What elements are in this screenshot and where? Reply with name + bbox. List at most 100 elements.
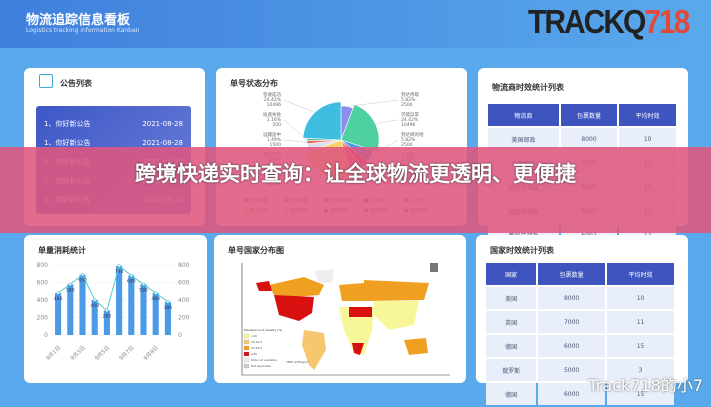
y-tick-label: 400 <box>37 297 49 304</box>
dashboard-subtitle: Logistics tracking information Kanban <box>26 27 140 34</box>
table-cell: 德国 <box>486 383 537 405</box>
column-header: 物流商 <box>488 104 559 126</box>
map-canada <box>269 277 324 297</box>
table-row: 德国 6000 15 <box>486 335 674 357</box>
card-title: 单号国家分布图 <box>228 246 284 255</box>
pie-leader-line <box>283 119 308 140</box>
bar-value-label: 680 <box>127 279 136 285</box>
pie-slice[interactable] <box>302 101 342 141</box>
bar-card: 单量消耗统计 0 0 200 200 400 400 600 600 800 800 480 580 6… <box>24 235 207 383</box>
map-south-america <box>302 330 326 370</box>
x-tick-label: 9月7日 <box>118 344 136 362</box>
table-cell: 俄罗斯 <box>486 359 537 381</box>
x-tick-label: 9月1日 <box>45 344 63 362</box>
line-point <box>105 308 109 313</box>
map-legend-swatch <box>243 363 250 369</box>
pie-label: 运输途中 1.49% 1500 <box>263 131 282 148</box>
map-legend-label: ≥40 <box>251 352 257 356</box>
y2-tick-label: 0 <box>178 332 182 339</box>
line-point <box>166 300 170 304</box>
bar-value-label: 790 <box>115 269 124 275</box>
line-point <box>56 291 60 295</box>
table-cell: 7000 <box>538 311 606 333</box>
map-legend-title: Prevalence of obesity (%) <box>244 328 282 332</box>
bar[interactable] <box>140 284 147 335</box>
y2-tick-label: 200 <box>178 315 190 322</box>
pie-label: 签收成功 24.42% 10496 <box>263 91 282 108</box>
map-legend-swatch <box>243 339 250 345</box>
table-cell: 10 <box>607 287 674 309</box>
map-card: 单号国家分布图 Prevalence of obesity (%) <20 20-2… <box>214 235 466 383</box>
bar[interactable] <box>103 310 110 336</box>
pie-leader-line <box>375 119 399 124</box>
map-usa <box>274 295 314 321</box>
map-legend-swatch <box>243 333 250 339</box>
headline-text: 跨境快递实时查询：让全球物流更透明、更便捷 <box>135 162 576 186</box>
card-title: 单量消耗统计 <box>38 246 86 255</box>
notice-text: 1、你好新公告 <box>44 119 91 128</box>
logo: TRACKQ718 <box>528 4 690 41</box>
x-tick-label: 9月5日 <box>93 344 111 362</box>
map-badge <box>430 263 438 272</box>
bar[interactable] <box>152 293 159 335</box>
table-cell: 美国邮政 <box>488 128 559 150</box>
bar-value-label: 380 <box>164 305 173 311</box>
bar[interactable] <box>164 301 171 335</box>
card-title: 公告列表 <box>60 79 92 88</box>
map-legend-swatch <box>243 351 250 357</box>
notice-text: 1、你好新公告 <box>44 138 91 147</box>
column-header: 平均时效 <box>619 104 676 126</box>
y-tick-label: 200 <box>37 315 49 322</box>
map-legend-label: Not applicable <box>251 364 271 368</box>
map-legend-label: Data not available <box>251 358 277 362</box>
bar-value-label: 400 <box>90 303 99 309</box>
notice-date: 2021-08-28 <box>142 119 183 128</box>
pie-leader-line <box>347 99 399 107</box>
bar-value-label: 280 <box>103 314 112 320</box>
bar[interactable] <box>67 284 74 335</box>
line-series <box>57 265 169 312</box>
table-cell: 11 <box>607 311 674 333</box>
notice-date: 2021-08-28 <box>142 138 183 147</box>
bar[interactable] <box>55 293 62 335</box>
map-greenland <box>314 269 334 283</box>
line-point <box>141 282 146 286</box>
column-header: 平均时效 <box>607 263 674 285</box>
bar-value-label: 580 <box>139 287 148 293</box>
line-point <box>93 298 97 302</box>
notice-item[interactable]: 1、你好新公告 2021-08-28 <box>44 114 183 133</box>
y-tick-label: 0 <box>44 332 48 339</box>
line-point <box>68 282 72 286</box>
map-alaska <box>256 281 272 291</box>
y2-tick-label: 400 <box>178 297 190 304</box>
line-point <box>80 273 85 277</box>
table-cell: 6000 <box>538 335 606 357</box>
bar[interactable] <box>79 274 86 335</box>
table-cell: 美国 <box>486 287 537 309</box>
table-cell: 15 <box>607 335 674 357</box>
bar-value-label: 580 <box>66 287 75 293</box>
header: 物流追踪信息看板 Logistics tracking information … <box>0 0 711 48</box>
map-legend-label: 30-39.9 <box>251 346 262 350</box>
map-europe <box>339 283 364 301</box>
map-africa <box>339 307 374 355</box>
map-legend-label: 20-29.9 <box>251 340 262 344</box>
line-point <box>154 291 158 295</box>
map-australia <box>404 338 428 355</box>
bar-value-label: 690 <box>78 278 87 284</box>
map-note: *BMI ≥30kg/m² <box>286 360 310 364</box>
pie-leader-line <box>283 139 308 143</box>
notice-item[interactable]: 1、你好新公告 2021-08-28 <box>44 133 183 152</box>
headline-banner: 跨境快递实时查询：让全球物流更透明、更便捷 <box>0 147 711 233</box>
bar[interactable] <box>116 265 123 335</box>
card-title: 物流商时效统计列表 <box>492 83 564 92</box>
table-cell: 8000 <box>560 128 618 150</box>
table-row: 英国 7000 11 <box>486 311 674 333</box>
bar[interactable] <box>91 300 98 335</box>
y2-tick-label: 800 <box>178 262 190 269</box>
table-cell: 5000 <box>538 359 606 381</box>
pie-label: 到达待取 5.82% 2500 <box>401 91 419 108</box>
bar[interactable] <box>128 275 135 336</box>
table-cell: 英国 <box>486 311 537 333</box>
